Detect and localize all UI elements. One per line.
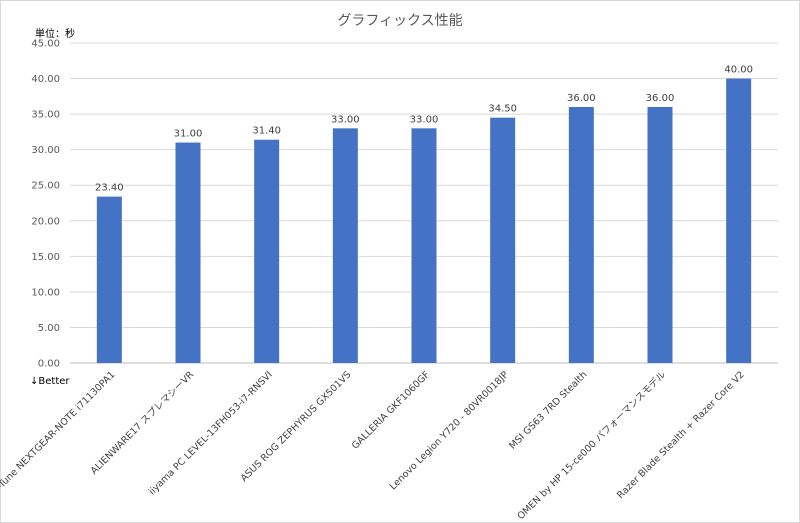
bar <box>254 139 280 363</box>
data-label: 40.00 <box>724 65 753 76</box>
category-label: Razer Blade Stealth + Razer Core V2 <box>615 369 747 501</box>
y-tick-label: 15.00 <box>31 252 60 263</box>
category-label: GALLERIA GKF1060GF <box>350 369 432 451</box>
data-label: 36.00 <box>646 93 675 104</box>
y-tick-label: 0.00 <box>38 359 60 370</box>
bar <box>647 107 673 363</box>
y-tick-label: 40.00 <box>31 74 60 85</box>
unit-label: 単位：秒 <box>35 29 75 40</box>
data-label: 33.00 <box>410 114 439 125</box>
data-label: 33.00 <box>331 114 360 125</box>
bar <box>411 128 437 363</box>
y-tick-label: 25.00 <box>31 181 60 192</box>
data-label: 36.00 <box>567 93 596 104</box>
category-label: OMEN by HP 15-ce000 パフォーマンスモデル <box>515 368 669 522</box>
category-label: iiyama PC LEVEL-13FH053-i7-RNSVI <box>147 369 275 497</box>
bar <box>568 107 594 363</box>
category-label: MSI GS63 7RD Stealth <box>507 369 589 451</box>
y-tick-label: 5.00 <box>38 323 60 334</box>
better-note: ↓Better <box>30 376 70 387</box>
y-tick-label: 10.00 <box>31 287 60 298</box>
data-label: 23.40 <box>95 183 124 194</box>
y-tick-label: 45.00 <box>31 39 60 50</box>
category-label: G-Tune NEXTGEAR-NOTE i71130PA1 <box>0 369 117 497</box>
chart-title: グラフィックス性能 <box>337 13 463 29</box>
bar <box>726 78 752 364</box>
y-tick-label: 35.00 <box>31 110 60 121</box>
data-label: 34.50 <box>488 104 517 115</box>
y-tick-label: 30.00 <box>31 145 60 156</box>
bar <box>490 117 516 364</box>
bar <box>175 142 201 363</box>
y-tick-label: 20.00 <box>31 216 60 227</box>
bar <box>96 196 122 363</box>
data-label: 31.40 <box>252 126 281 137</box>
data-label: 31.00 <box>174 129 203 140</box>
bar <box>332 128 358 363</box>
